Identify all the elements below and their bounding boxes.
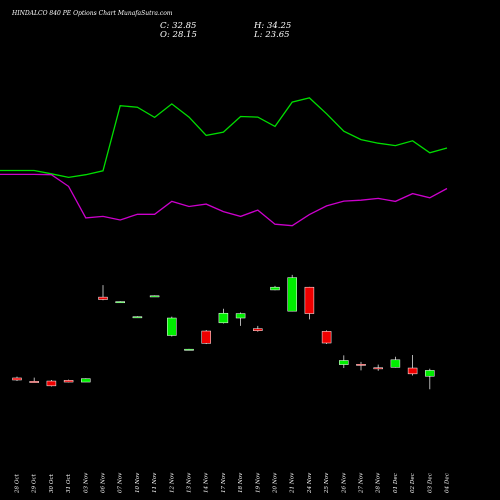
candle	[115, 301, 125, 304]
candle-body	[218, 312, 229, 324]
candle	[81, 378, 91, 383]
candle	[12, 376, 22, 382]
open-value: O: 28.15	[160, 30, 197, 40]
candle	[184, 348, 194, 351]
chart-title: HINDALCO 840 PE Options Chart MunafaSutr…	[11, 10, 173, 17]
candle	[132, 316, 143, 319]
candle-body	[407, 367, 418, 375]
candle	[98, 285, 108, 301]
candle-body	[29, 381, 39, 383]
candle	[29, 377, 39, 383]
candle	[373, 364, 383, 371]
x-tick-label: 14 Nov	[204, 472, 210, 493]
candle-body	[287, 277, 297, 312]
indicator-line-2	[0, 173, 448, 227]
x-tick-label: 04 Dec	[445, 472, 451, 493]
candle	[63, 379, 74, 383]
indicator-line-1	[0, 97, 448, 179]
x-tick-label: 07 Nov	[118, 472, 124, 493]
candle	[321, 330, 332, 345]
candle	[46, 380, 57, 387]
x-tick-label: 19 Nov	[255, 472, 261, 493]
candle-body	[115, 301, 125, 304]
candle-body	[98, 296, 108, 300]
x-tick-label: 25 Nov	[324, 472, 330, 494]
candle	[270, 285, 280, 291]
x-tick-label: 18 Nov	[238, 472, 244, 493]
x-tick-label: 29 Oct	[32, 473, 38, 494]
x-tick-label: 01 Dec	[393, 472, 399, 493]
candle-body	[201, 330, 211, 344]
x-tick-label: 02 Dec	[410, 472, 416, 493]
x-tick-label: 03 Nov	[83, 472, 89, 493]
x-tick-label: 24 Nov	[307, 472, 313, 494]
x-tick-label: 31 Oct	[66, 473, 72, 493]
candle-body	[304, 286, 315, 314]
low-value: L: 23.65	[253, 30, 290, 40]
indicator-lines	[0, 97, 448, 227]
x-tick-label: 10 Nov	[135, 472, 141, 493]
candle	[407, 355, 418, 376]
candle-body	[167, 317, 177, 336]
x-axis-ticks: 28 Oct 29 Oct 30 Oct 31 Oct 03 Nov 06 Nov 07 N…	[15, 472, 451, 494]
candle	[253, 325, 263, 332]
x-tick-label: 06 Nov	[101, 472, 107, 493]
x-tick-label: 26 Nov	[341, 472, 347, 494]
x-tick-label: 12 Nov	[169, 472, 175, 493]
candle-body	[63, 380, 74, 383]
candle	[304, 286, 315, 320]
candle-body	[373, 367, 383, 370]
high-value: H: 34.25	[253, 21, 291, 31]
x-tick-label: 28 Nov	[376, 472, 382, 494]
candle-body	[12, 377, 22, 381]
x-tick-label: 03 Dec	[427, 472, 433, 493]
candle-body	[390, 359, 401, 368]
candle-body	[270, 286, 280, 291]
candle-body	[132, 316, 143, 319]
candle	[235, 312, 246, 326]
candle-body	[253, 328, 263, 331]
candle	[339, 355, 349, 369]
x-tick-label: 21 Nov	[290, 472, 296, 494]
candle	[201, 330, 211, 345]
x-tick-label: 11 Nov	[152, 472, 158, 493]
candle-body	[46, 380, 57, 387]
x-tick-label: 13 Nov	[187, 472, 193, 493]
candle-body	[425, 370, 435, 377]
candle	[218, 308, 229, 324]
candle-body	[149, 295, 160, 298]
x-tick-label: 30 Oct	[49, 473, 55, 493]
x-tick-label: 20 Nov	[273, 472, 279, 494]
candle-body	[235, 313, 246, 319]
candle	[167, 316, 177, 337]
candle	[287, 274, 297, 312]
candle-body	[339, 360, 349, 365]
candle	[149, 295, 160, 298]
candle	[390, 356, 401, 368]
candle-body	[356, 364, 366, 366]
candle-body	[321, 331, 332, 344]
x-tick-label: 27 Nov	[359, 472, 365, 494]
x-tick-label: 17 Nov	[221, 472, 227, 493]
candle	[425, 368, 435, 390]
candle-body	[81, 378, 91, 383]
candlesticks	[12, 274, 435, 390]
x-tick-label: 28 Oct	[15, 473, 21, 494]
candle	[356, 361, 366, 371]
close-value: C: 32.85	[160, 21, 196, 31]
candle-body	[184, 348, 194, 351]
